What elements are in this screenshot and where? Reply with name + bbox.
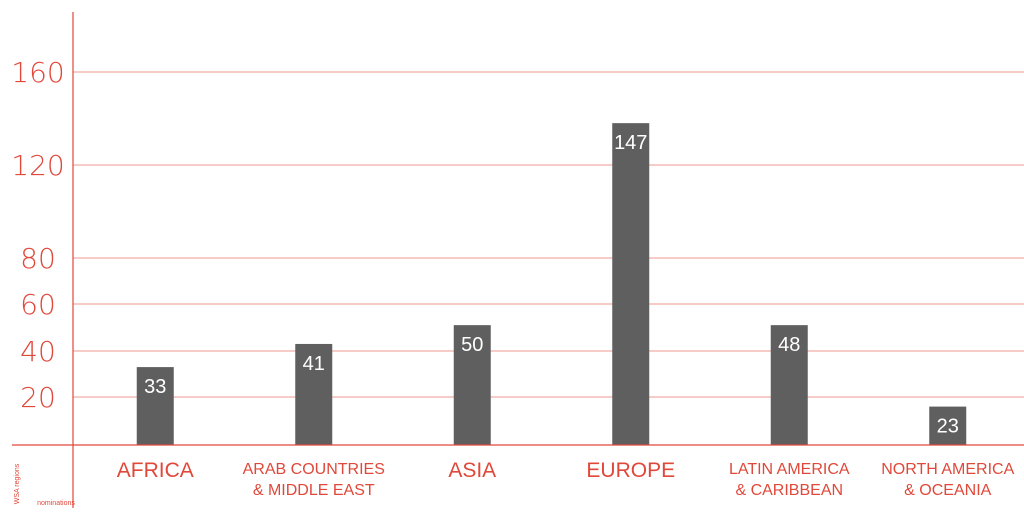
x-category-label: EUROPE — [586, 459, 675, 482]
y-tick-label: 20 — [20, 381, 56, 414]
x-category-labels: AFRICA ARAB COUNTRIES & MIDDLE EAST ASIA EUR… — [117, 459, 1015, 499]
bar — [612, 123, 650, 446]
y-axis-title: nominations — [37, 500, 75, 507]
y-tick-labels: 20 40 60 80 120 160 — [11, 56, 64, 414]
y-tick-label: 160 — [11, 56, 64, 89]
bars: 33 41 50 147 48 23 — [136, 123, 967, 446]
bar-value-label: 33 — [144, 376, 166, 398]
y-tick-label: 80 — [20, 242, 56, 275]
bar-value-label: 48 — [778, 334, 800, 356]
y-tick-label: 40 — [20, 335, 56, 368]
y-tick-label: 120 — [11, 149, 64, 182]
bar — [929, 406, 967, 445]
bar-value-label: 50 — [461, 334, 483, 356]
bar — [770, 325, 808, 445]
x-category-label: LATIN AMERICA — [729, 461, 850, 478]
x-category-label: NORTH AMERICA — [881, 461, 1014, 478]
axes — [12, 12, 1024, 508]
bar — [136, 367, 174, 445]
y-tick-label: 60 — [20, 288, 56, 321]
bar — [295, 343, 333, 445]
x-category-label: & MIDDLE EAST — [253, 482, 375, 499]
bar-value-label: 23 — [937, 416, 959, 438]
x-category-label: & CARIBBEAN — [735, 482, 843, 499]
x-category-label: & OCEANIA — [904, 482, 991, 499]
x-category-label: ASIA — [448, 459, 496, 482]
bar — [453, 325, 491, 445]
x-axis-title: WSA regions — [14, 463, 21, 504]
x-category-label: ARAB COUNTRIES — [243, 461, 385, 478]
grid-lines — [73, 71, 1024, 398]
x-category-label: AFRICA — [117, 459, 194, 482]
bar-value-label: 147 — [614, 132, 647, 154]
bar-value-label: 41 — [303, 353, 325, 375]
